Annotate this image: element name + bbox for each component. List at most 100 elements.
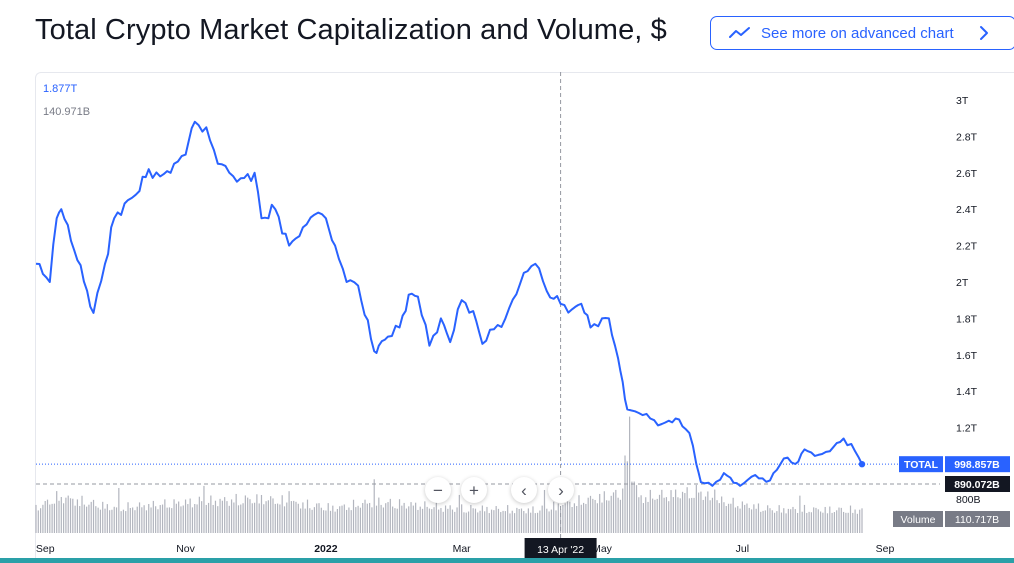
volume-bar <box>615 489 617 533</box>
volume-bar <box>309 508 311 533</box>
volume-bar <box>251 503 253 533</box>
volume-bar <box>104 508 106 533</box>
volume-bar <box>635 485 638 533</box>
crosshair-price-bg <box>945 476 1010 492</box>
volume-bar <box>258 503 260 533</box>
volume-bar <box>831 512 833 533</box>
volume-bar <box>253 502 256 533</box>
volume-bar <box>806 513 808 533</box>
zoom-out-button[interactable]: − <box>425 477 451 503</box>
volume-bar <box>610 495 612 533</box>
volume-bar <box>334 511 336 533</box>
x-tick-label: Mar <box>453 543 472 555</box>
y-tick-label: 800B <box>956 494 981 506</box>
volume-bar <box>375 505 378 533</box>
volume-bar <box>260 494 263 533</box>
volume-bar <box>783 508 785 533</box>
volume-bar <box>417 509 419 533</box>
advanced-chart-button[interactable]: See more on advanced chart <box>710 16 1014 50</box>
volume-bar <box>668 501 670 533</box>
volume-bar <box>159 505 161 533</box>
volume-bar <box>534 513 536 533</box>
volume-bar <box>486 506 488 533</box>
volume-bar <box>606 500 608 533</box>
volume-bar <box>136 506 138 533</box>
volume-bar <box>640 495 642 533</box>
volume-bar <box>141 507 143 533</box>
volume-bar <box>580 504 582 533</box>
volume-bar <box>346 509 348 533</box>
volume-bar <box>389 498 391 533</box>
volume-bar <box>53 503 56 533</box>
volume-bar <box>849 505 852 533</box>
scroll-left-button[interactable]: ‹ <box>511 477 537 503</box>
volume-bar <box>120 511 122 533</box>
volume-bar <box>509 513 511 533</box>
volume-bar <box>401 505 403 533</box>
volume-bar <box>790 509 792 533</box>
volume-bar <box>219 498 221 533</box>
volume-bar <box>256 494 258 533</box>
volume-bar <box>394 508 396 533</box>
volume-bar <box>599 493 601 533</box>
volume-bar <box>348 507 350 533</box>
volume-bar <box>419 506 421 533</box>
scroll-right-button[interactable]: › <box>548 477 574 503</box>
volume-bar <box>122 509 125 533</box>
x-tick-label: Nov <box>176 543 195 555</box>
volume-bar <box>426 506 428 533</box>
volume-bar <box>265 501 267 533</box>
volume-bar <box>516 507 518 533</box>
volume-bar <box>304 508 306 533</box>
volume-bar <box>677 497 679 533</box>
volume-bar <box>550 509 552 533</box>
volume-bar <box>672 497 674 533</box>
volume-bar <box>49 504 51 533</box>
volume-bar <box>684 493 686 533</box>
x-tick-label: Jul <box>736 543 749 555</box>
volume-bar <box>642 503 645 533</box>
volume-bar <box>244 495 246 533</box>
volume-bar <box>474 508 477 533</box>
volume-bar <box>109 510 111 533</box>
volume-bar <box>716 500 718 533</box>
total-tag-value-bg <box>945 456 1010 473</box>
volume-bar <box>433 507 435 533</box>
y-tick-label: 1.8T <box>956 313 978 325</box>
volume-bar <box>157 509 159 533</box>
volume-bar <box>442 511 444 533</box>
volume-bar <box>40 508 42 533</box>
volume-bar <box>240 504 242 533</box>
zoom-in-button[interactable]: + <box>461 477 487 503</box>
volume-bar <box>286 502 288 533</box>
volume-bar <box>518 508 520 533</box>
volume-bar <box>819 511 822 533</box>
x-tick-label: Sep <box>876 543 895 555</box>
volume-bar <box>143 505 145 533</box>
volume-bar <box>744 504 746 533</box>
volume-bar <box>343 504 345 533</box>
volume-tag-name-bg <box>893 511 943 527</box>
volume-bar <box>293 500 295 533</box>
volume-bar <box>69 498 72 533</box>
volume-bar <box>458 494 460 533</box>
volume-bar <box>649 489 651 533</box>
volume-bar <box>495 506 497 533</box>
volume-bar <box>332 505 334 533</box>
volume-bar <box>350 510 352 533</box>
volume-bar <box>647 501 649 533</box>
volume-bar <box>472 508 474 533</box>
crosshair-date-bg <box>524 538 597 558</box>
volume-bar <box>723 502 725 533</box>
volume-bar <box>546 508 548 533</box>
volume-bar <box>214 500 217 533</box>
volume-bar <box>847 512 849 533</box>
volume-bar <box>626 461 628 533</box>
volume-bar <box>290 501 292 533</box>
volume-bar <box>83 504 85 533</box>
volume-tag-value-bg <box>945 511 1010 527</box>
volume-bar <box>456 507 458 533</box>
volume-bar <box>755 508 757 533</box>
volume-bar <box>161 504 164 533</box>
